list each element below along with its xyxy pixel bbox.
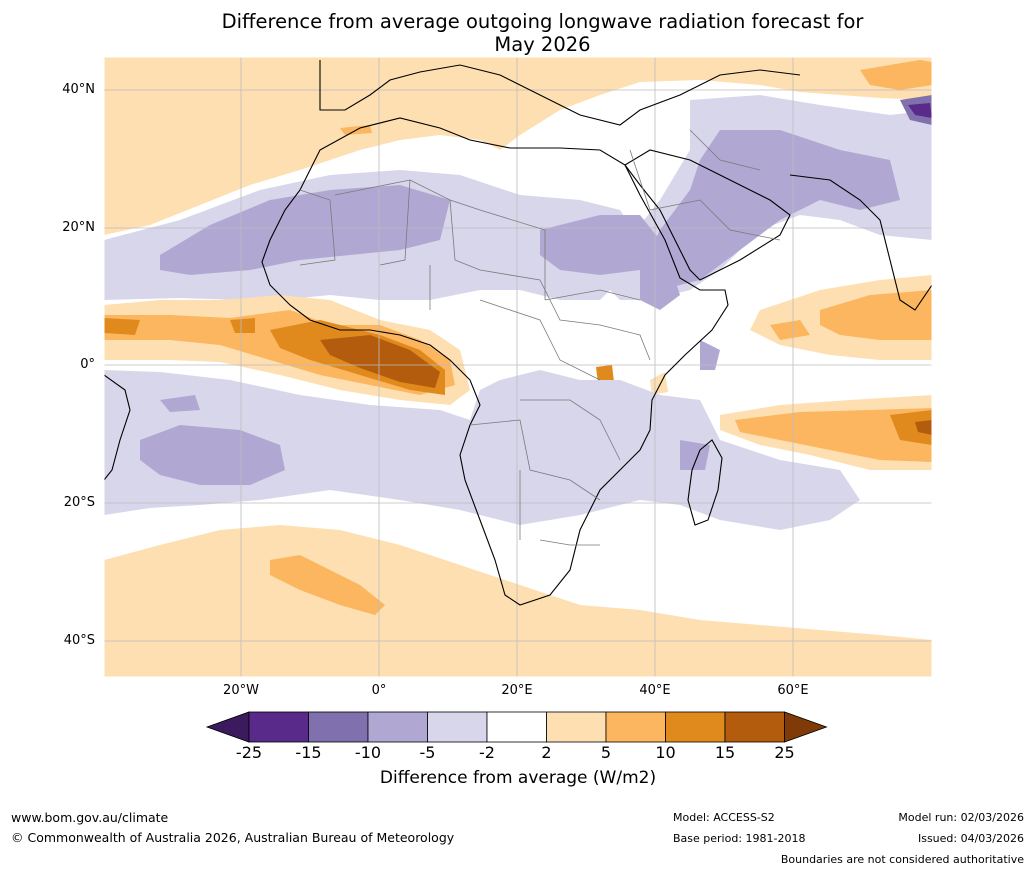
colorbar-tick-label: 10	[655, 743, 676, 762]
lat-label-40n: 40°N	[62, 82, 95, 97]
anomaly-region-ethiopia-moderate	[640, 265, 680, 310]
title-line-2: May 2026	[494, 33, 591, 56]
colorbar-tick-label: -15	[295, 743, 322, 762]
anomaly-region-south-indian-core	[915, 420, 932, 435]
colorbar-tick-label: -5	[419, 743, 436, 762]
anomaly-region-mozambique-moderate	[680, 340, 720, 470]
anomaly-region-iran-core	[908, 103, 932, 118]
border-lines	[299, 129, 781, 546]
coastline-south-america	[104, 374, 131, 481]
colorbar-tick-label: 2	[541, 743, 552, 762]
anomaly-region-gulf-core	[320, 335, 440, 388]
lon-label-60e: 60°E	[777, 683, 809, 698]
map-frame	[103, 56, 933, 678]
anomaly-region-lake-victoria	[596, 365, 614, 383]
anomaly-region-mideast-moderate	[640, 130, 900, 290]
footer-issued: Issued: 04/03/2026	[917, 832, 1024, 845]
colorbar-tick-label: -25	[235, 743, 263, 762]
anomaly-region-north-medium	[860, 60, 932, 90]
lon-label-20w: 20°W	[223, 683, 259, 698]
country-borders	[299, 129, 781, 546]
lat-label-equator: 0°	[80, 357, 95, 372]
colorbar-label: Difference from average (W/m2)	[379, 768, 657, 788]
coastlines	[104, 60, 932, 606]
footer-boundaries-note: Boundaries are not considered authoritat…	[780, 853, 1024, 866]
lat-label-20n: 20°N	[62, 220, 95, 235]
anomaly-region-south-negative	[104, 370, 860, 530]
lon-label-20e: 20°E	[501, 683, 533, 698]
anomaly-region-south-indian-medium	[735, 408, 932, 462]
footer-model: Model: ACCESS-S2	[673, 811, 775, 824]
coastline-madagascar	[687, 439, 723, 526]
lon-label-40e: 40°E	[639, 683, 671, 698]
title-line-1: Difference from average outgoing longwav…	[221, 10, 864, 33]
colorbar-tick-label: 5	[600, 743, 612, 762]
lon-label-0: 0°	[371, 683, 387, 698]
graticule	[104, 57, 932, 677]
anomaly-region-arabian-sea-medium	[770, 290, 932, 340]
anomaly-region-sahel-moderate	[160, 185, 450, 275]
lat-label-40s: 40°S	[63, 633, 95, 648]
lat-label-20s: 20°S	[63, 495, 95, 510]
coastline-europe	[319, 60, 801, 126]
colorbar-tick-label: 25	[774, 743, 795, 762]
anomaly-region-south-indian-strong	[890, 410, 932, 445]
colorbar-tick-label: 15	[714, 743, 736, 762]
anomaly-region-south-atlantic-moderate	[140, 395, 285, 485]
footer-copyright: © Commonwealth of Australia 2026, Austra…	[11, 830, 455, 845]
anomaly-region-south-medium	[270, 555, 385, 615]
colorbar-tick-label: -10	[354, 743, 382, 762]
footer-website: www.bom.gov.au/climate	[11, 810, 169, 825]
coastline-iran-india	[789, 174, 932, 311]
coastline-arabia	[624, 149, 791, 281]
map-title: Difference from average outgoing longwav…	[0, 10, 1035, 56]
colorbar-tick-label: -2	[479, 743, 495, 762]
footer-base-period: Base period: 1981-2018	[673, 832, 806, 845]
footer-model-run: Model run: 02/03/2026	[898, 811, 1024, 824]
anomaly-region-north-positive	[104, 57, 932, 235]
anomaly-region-sudan-moderate	[540, 215, 660, 275]
